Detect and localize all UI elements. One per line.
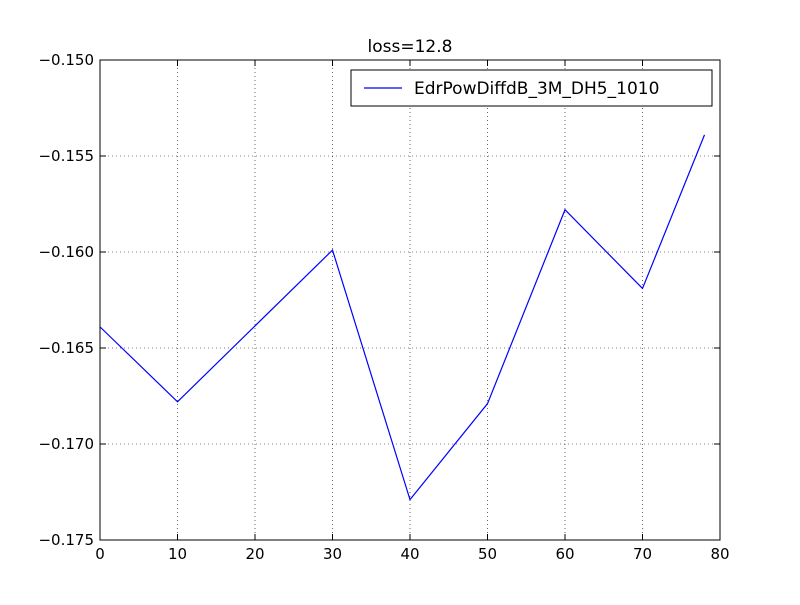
chart-title: loss=12.8 xyxy=(368,37,453,57)
y-tick-label: −0.175 xyxy=(38,531,94,549)
x-tick-label: 40 xyxy=(400,545,419,563)
y-tick-label: −0.170 xyxy=(38,435,94,453)
x-tick-label: 0 xyxy=(95,545,105,563)
x-tick-label: 30 xyxy=(323,545,342,563)
x-tick-label: 70 xyxy=(633,545,652,563)
y-tick-label: −0.165 xyxy=(38,339,94,357)
x-axis-tick-labels: 0 10 20 30 40 50 60 70 80 xyxy=(95,545,729,563)
y-tick-label: −0.155 xyxy=(38,147,94,165)
legend-entry-label: EdrPowDiffdB_3M_DH5_1010 xyxy=(414,79,659,99)
x-tick-label: 60 xyxy=(555,545,574,563)
x-tick-label: 80 xyxy=(710,545,729,563)
y-tick-label: −0.150 xyxy=(38,51,94,69)
x-tick-label: 10 xyxy=(168,545,187,563)
y-tick-label: −0.160 xyxy=(38,243,94,261)
legend: EdrPowDiffdB_3M_DH5_1010 xyxy=(351,70,712,106)
x-tick-label: 20 xyxy=(245,545,264,563)
x-tick-label: 50 xyxy=(478,545,497,563)
y-axis-tick-labels: −0.175 −0.170 −0.165 −0.160 −0.155 −0.150 xyxy=(38,51,94,549)
